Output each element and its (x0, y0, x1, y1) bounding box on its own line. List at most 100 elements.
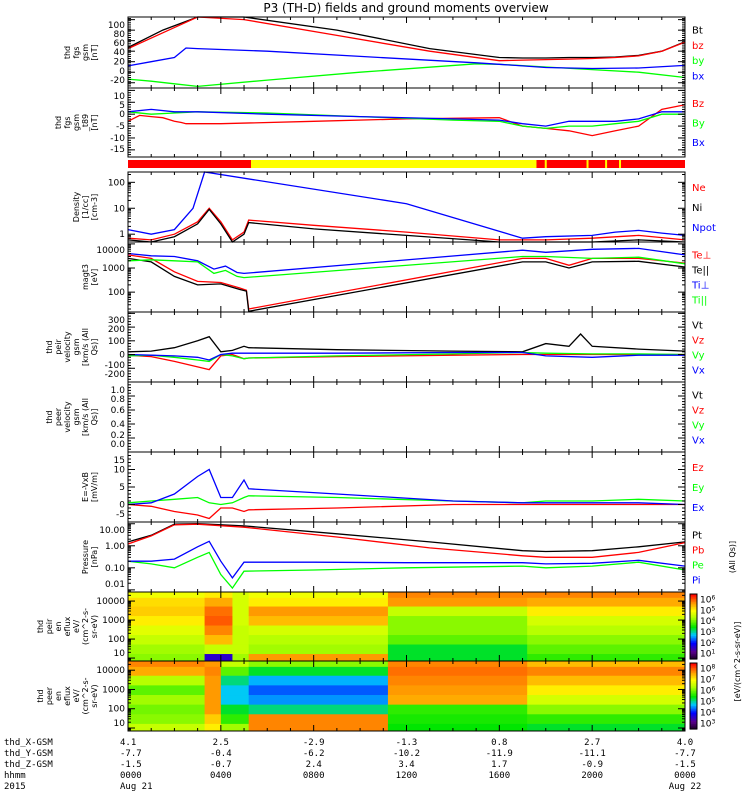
heatmap-cell (527, 625, 686, 636)
colorbar-swatch (690, 626, 697, 629)
heatmap-cell (387, 597, 528, 607)
region-mark (544, 160, 547, 168)
colorbar-swatch (690, 681, 697, 684)
y-axis-label: en (54, 622, 63, 632)
y-axis-label: Pressure (81, 540, 90, 574)
heatmap-cell (527, 713, 686, 724)
heatmap-cell (248, 723, 389, 732)
xaxis-row-value: Aug 22 (669, 782, 702, 792)
series-npot (127, 171, 686, 239)
xaxis-row-value: -0.9 (581, 760, 603, 770)
legend-vy: Vy (692, 421, 705, 432)
heatmap-cell (128, 653, 206, 662)
colorbar-tick-exponent: 1 (711, 649, 715, 656)
legend-pt: Pt (692, 531, 702, 542)
y-axis-label: peir (45, 618, 54, 634)
heatmap-cell (220, 684, 250, 696)
heatmap-cell (387, 675, 528, 686)
y-axis-label: sr-eV) (90, 684, 99, 707)
xaxis-row-value: 2.5 (213, 738, 229, 748)
heatmap-cell (232, 606, 250, 617)
heatmap-cell (204, 634, 233, 645)
heatmap-cell (527, 606, 686, 617)
xaxis-row-value: -7.7 (120, 749, 142, 759)
y-tick-label: 0 (119, 501, 125, 511)
y-axis-label: gsm (81, 44, 90, 61)
y-tick-label: 300 (108, 316, 125, 326)
series-pb (127, 523, 686, 558)
colorbar-swatch (690, 667, 697, 671)
colorbar-swatch (690, 727, 697, 730)
colorbar-tick-label: 107 (700, 675, 715, 686)
colorbar-tick-label: 104 (700, 616, 715, 627)
xaxis-row-value: -0.7 (210, 760, 232, 770)
y-tick-label: 1000 (102, 616, 125, 626)
y-axis-label: [nT] (90, 44, 99, 60)
colorbar-swatch (690, 624, 697, 628)
heatmap-cell (220, 713, 250, 724)
colorbar-swatch (690, 709, 697, 712)
legend-bx: Bx (692, 138, 705, 149)
y-tick-label: -10 (110, 134, 125, 144)
colorbar-swatch (690, 615, 697, 618)
y-axis-label: Density (72, 192, 81, 223)
region-segment (536, 160, 685, 168)
heatmap-cell (248, 634, 389, 645)
colorbar-swatch (690, 607, 697, 610)
xaxis-row-value: 1200 (396, 771, 418, 781)
y-axis-label: fgs (72, 46, 81, 58)
y-tick-label: 1000 (102, 686, 125, 696)
colorbar-swatch (690, 631, 697, 634)
colorbar-tick-label: 108 (700, 664, 715, 675)
colorbar-swatch (690, 623, 697, 626)
colorbar-tick-label: 106 (700, 686, 715, 697)
y-axis-label: [mV/m] (90, 472, 99, 502)
colorbar-swatch (690, 704, 697, 707)
xaxis-row-value: 0400 (210, 771, 232, 781)
xaxis-row-label: 2015 (4, 782, 26, 792)
colorbar-swatch (690, 702, 697, 705)
y-tick-label: 100 (108, 635, 125, 645)
y-tick-label: 0.6 (111, 406, 126, 416)
heatmap-cell (387, 684, 528, 696)
series-vx (127, 351, 685, 361)
heatmap-cell (248, 644, 389, 655)
heatmap-cell (248, 704, 389, 715)
colorbar-swatch (690, 720, 697, 723)
heatmap-cell (387, 713, 528, 724)
heatmap-cell (387, 661, 528, 667)
y-axis-label: velocity (63, 401, 72, 433)
colorbar-tick-exponent: 5 (711, 605, 715, 612)
colorbar-side-label: [eV/(cm^2-s-sr-eV)] (733, 622, 742, 702)
heatmap-cell (232, 634, 250, 645)
xaxis-row-value: 4.1 (120, 738, 136, 748)
heatmap-cell (527, 653, 686, 662)
xaxis-row-label: hhmm (4, 771, 26, 781)
y-axis-label: peer (54, 407, 63, 426)
colorbar-swatch (690, 646, 697, 649)
colorbar-swatch (690, 595, 697, 598)
colorbar-swatch (690, 717, 697, 720)
colorbar-swatch (690, 686, 697, 689)
colorbar-swatch (690, 671, 697, 674)
colorbar-tick-label: 105 (700, 697, 715, 708)
heatmap-cell (387, 653, 528, 662)
legend-ti: Ti|| (691, 296, 707, 307)
colorbar-swatch (690, 602, 697, 605)
xaxis-row-value: -1.3 (396, 738, 418, 748)
y-tick-label: -200 (105, 370, 126, 380)
y-tick-label: 10000 (96, 666, 125, 676)
series-by (127, 111, 685, 130)
colorbar-frame (689, 662, 698, 730)
heatmap-cell (248, 684, 389, 696)
y-tick-label: 200 (108, 325, 125, 335)
heatmap-cell (128, 592, 206, 598)
heatmap-cell (204, 597, 233, 607)
panel-frame (127, 241, 686, 313)
series-te (127, 254, 686, 310)
legends: Bt bz by bx Bz By Bx Ne Ni Npot Te⊥ Te|| Ti⊥ Ti|| Vt Vz… (691, 26, 737, 587)
colorbar-swatch (690, 669, 697, 672)
